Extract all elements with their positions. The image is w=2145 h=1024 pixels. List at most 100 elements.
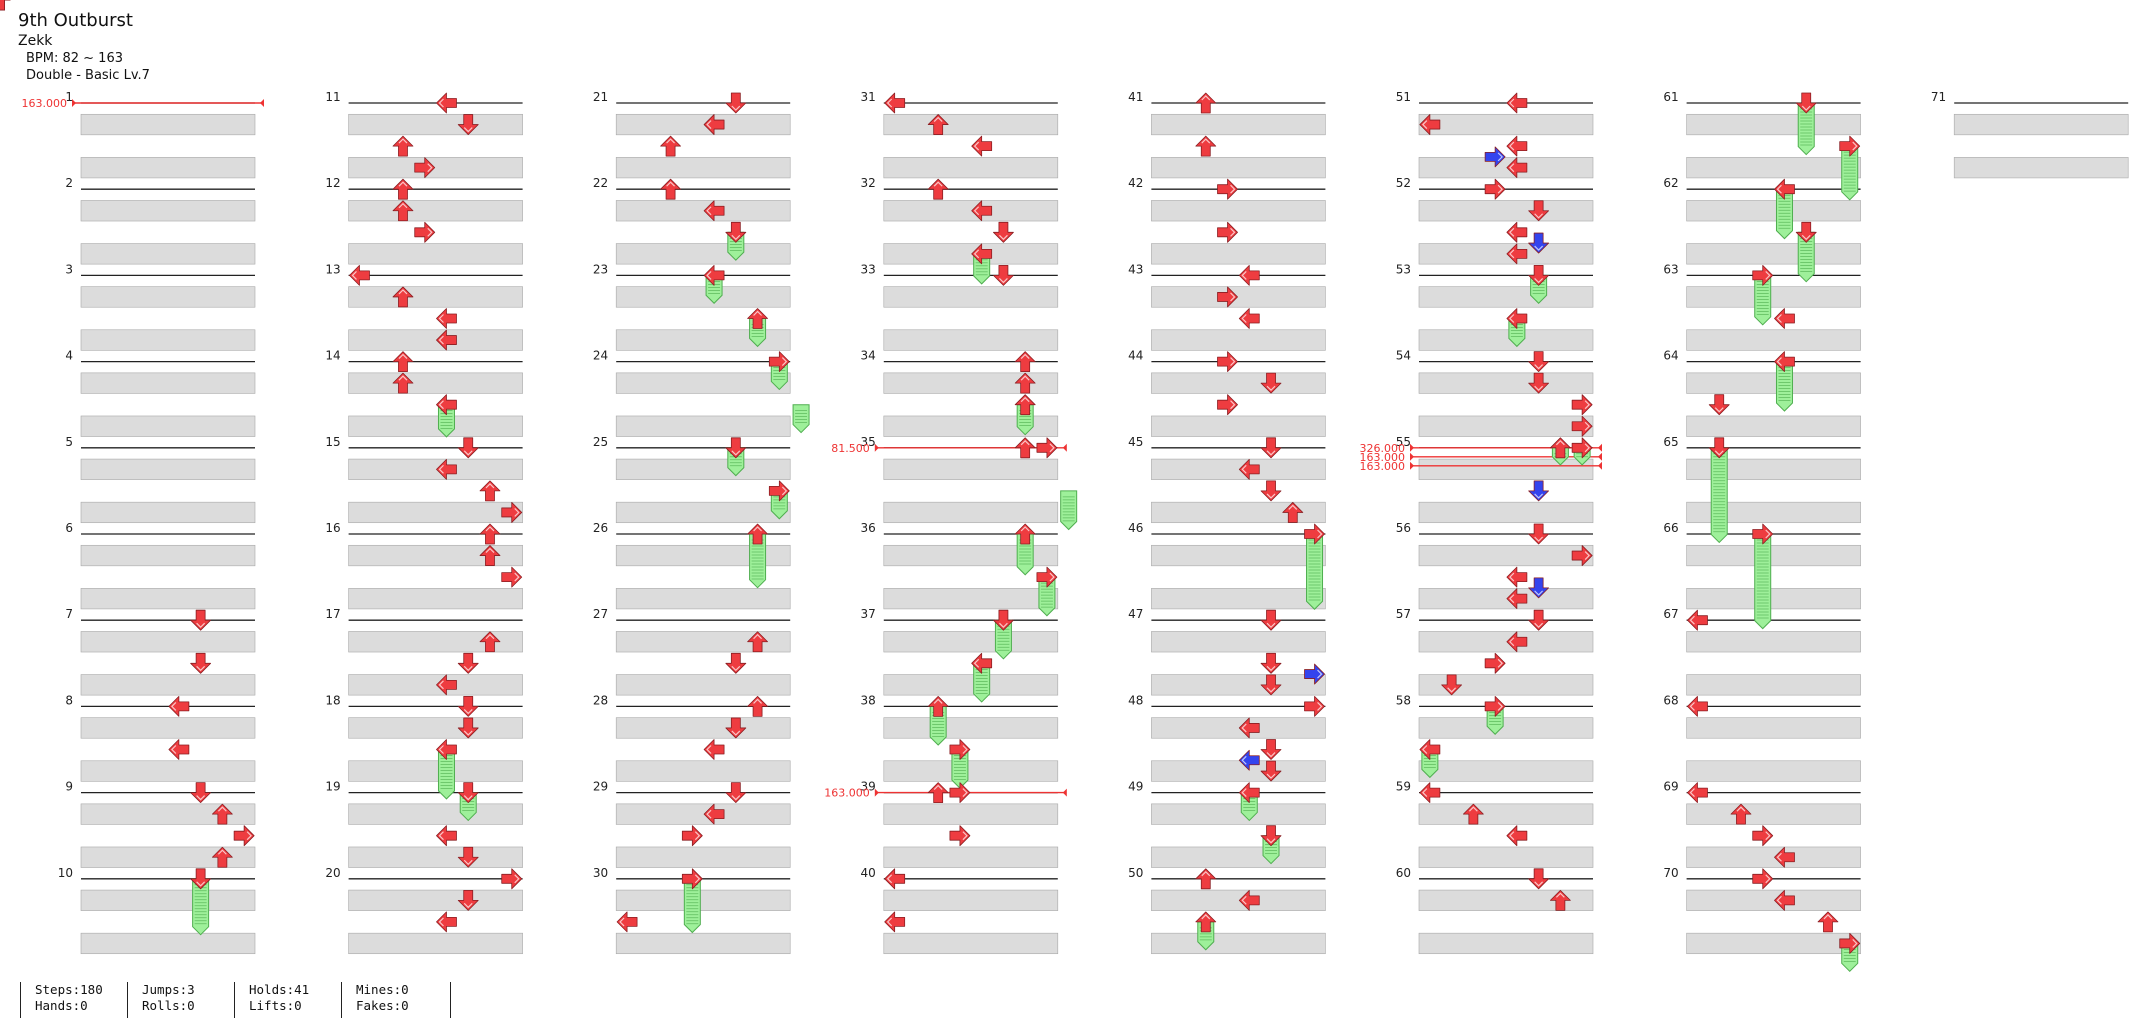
measure-64: 64 (1663, 349, 1861, 437)
measure-24: 24 (593, 349, 791, 437)
measure-48: 48 (1128, 693, 1326, 782)
beat-band (80, 501, 256, 524)
tap-note (1217, 221, 1238, 243)
beat-band (615, 286, 791, 308)
measure-number: 68 (1663, 693, 1678, 707)
measure-66: 66 (1663, 521, 1861, 610)
right-arrow-icon (233, 825, 255, 847)
up-arrow-icon (392, 200, 414, 222)
measure-63: 63 (1663, 262, 1861, 351)
beat-band (615, 329, 791, 351)
tap-note (703, 114, 725, 135)
measure-44: 44 (1128, 349, 1326, 437)
up-arrow-icon (1195, 911, 1217, 933)
tap-note (1238, 749, 1260, 771)
measure-number: 37 (861, 607, 876, 621)
measure-2: 2 (65, 176, 256, 265)
up-arrow-icon (1282, 502, 1304, 523)
measure-number: 69 (1663, 780, 1678, 794)
down-arrow-icon (190, 652, 212, 674)
down-arrow-icon (993, 221, 1014, 243)
beat-band (80, 329, 256, 351)
hold-note (703, 264, 725, 304)
measure-number: 27 (593, 607, 608, 621)
down-arrow-icon (190, 782, 212, 803)
beat-band (1151, 932, 1326, 955)
hold-note (1014, 394, 1036, 436)
up-arrow-icon (747, 696, 768, 717)
tap-note (1419, 782, 1441, 803)
left-arrow-icon (1506, 566, 1528, 588)
beat-band (883, 243, 1059, 265)
down-arrow-icon (1260, 760, 1282, 782)
bpm-tick-right (1598, 452, 1602, 461)
beat-band (615, 501, 791, 524)
hold-note (1708, 437, 1730, 544)
measure-number: 29 (593, 780, 608, 794)
tap-note (884, 911, 906, 933)
beat-band (80, 415, 256, 437)
hold-note (1752, 264, 1774, 326)
beat-band (1418, 243, 1594, 265)
down-arrow-icon (457, 437, 479, 459)
beat-band (80, 631, 256, 653)
down-arrow-icon (1528, 577, 1550, 599)
tap-note (1195, 92, 1217, 114)
beat-band (1151, 200, 1326, 222)
tap-note (457, 114, 479, 135)
hands-count: Hands:0 (35, 998, 88, 1013)
measure-number: 16 (325, 521, 340, 535)
measure-number: 65 (1663, 435, 1678, 449)
beat-band (615, 243, 791, 265)
tap-note (1774, 889, 1795, 911)
measure-36: 36 (861, 521, 1059, 610)
measure-number: 51 (1396, 90, 1411, 104)
measure-27: 27 (593, 607, 791, 696)
right-arrow-icon (1571, 545, 1593, 566)
measure-18: 18 (325, 693, 523, 782)
measure-number: 32 (861, 176, 876, 190)
measure-11: 11 (325, 90, 523, 179)
tap-note (703, 803, 725, 825)
tap-note (457, 846, 479, 868)
tap-note (927, 782, 949, 803)
left-arrow-icon (436, 911, 457, 933)
tap-note (725, 717, 747, 739)
bpm-tick-left (1410, 443, 1414, 452)
left-arrow-icon (1506, 825, 1528, 847)
bpm-tick-left (72, 99, 76, 107)
beat-band (1151, 846, 1326, 868)
measure-number: 25 (593, 435, 608, 449)
tap-note (457, 717, 479, 739)
tap-note (168, 739, 190, 760)
measure-5: 5 (65, 435, 256, 524)
measure-33: 33 (861, 262, 1059, 351)
measure-number: 53 (1396, 262, 1411, 276)
down-arrow-icon (457, 696, 479, 717)
left-arrow-icon (1774, 889, 1795, 911)
measure-number: 23 (593, 262, 608, 276)
bpm-value: 163.000 (824, 787, 870, 800)
beat-band (1151, 501, 1326, 524)
measure-number: 28 (593, 693, 608, 707)
measure-21: 21 (593, 90, 791, 179)
beat-band (1151, 157, 1326, 179)
beat-band (1418, 157, 1594, 179)
up-arrow-icon (1462, 803, 1484, 825)
beat-band (615, 889, 791, 911)
tap-note (1571, 415, 1593, 437)
right-arrow-icon (1217, 394, 1238, 416)
measure-number: 62 (1663, 176, 1678, 190)
tap-note (436, 329, 457, 351)
beat-band (615, 372, 791, 394)
down-arrow-icon (1528, 232, 1550, 254)
hold-body (1306, 533, 1324, 610)
beat-band (615, 846, 791, 868)
up-arrow-icon (479, 545, 501, 566)
beat-band (348, 846, 523, 868)
left-arrow-icon (349, 264, 370, 286)
left-arrow-icon (884, 92, 906, 114)
measure-12: 12 (325, 176, 523, 265)
tap-note (660, 135, 681, 157)
measure-22: 22 (593, 176, 791, 265)
